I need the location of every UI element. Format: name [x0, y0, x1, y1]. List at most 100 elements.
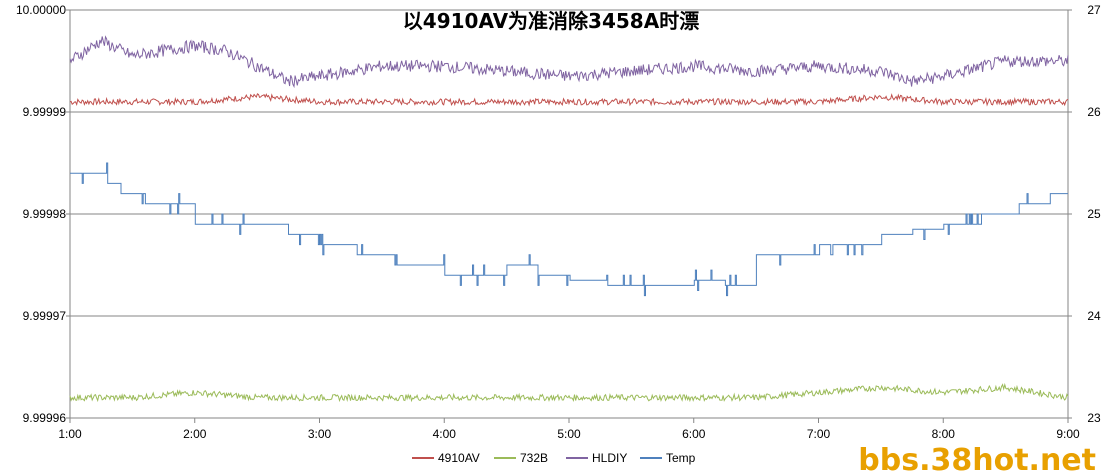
data-point: [257, 96, 258, 97]
y-left-tick-label: 9.99998: [23, 207, 67, 221]
data-point: [257, 397, 258, 398]
x-tick-label: 9:00: [1056, 427, 1080, 441]
data-point: [444, 397, 445, 398]
data-point: [880, 234, 881, 235]
data-point: [631, 397, 632, 398]
data-point: [943, 76, 944, 77]
data-point: [880, 387, 881, 388]
data-point: [756, 254, 757, 255]
data-point: [943, 392, 944, 393]
x-tick-label: 2:00: [183, 427, 207, 441]
data-point: [787, 254, 788, 255]
y-left-tick-label: 10.00000: [16, 3, 66, 17]
data-point: [880, 96, 881, 97]
series-hldiy: [69, 35, 1069, 89]
series-line: [69, 35, 1069, 89]
data-point: [1067, 183, 1068, 184]
data-point: [818, 66, 819, 67]
y-right-tick-label: 26: [1087, 105, 1101, 119]
data-point: [194, 224, 195, 225]
x-tick-label: 8:00: [932, 427, 956, 441]
data-point: [506, 264, 507, 265]
data-point: [818, 101, 819, 102]
data-point: [69, 101, 70, 102]
data-point: [225, 50, 226, 51]
data-point: [288, 234, 289, 235]
data-point: [319, 397, 320, 398]
series-732b: [69, 382, 1069, 403]
data-point: [724, 285, 725, 286]
data-point: [107, 183, 108, 184]
data-point: [568, 76, 569, 77]
data-point: [756, 101, 757, 102]
x-tick-label: 4:00: [433, 427, 457, 441]
data-point: [1067, 60, 1068, 61]
y-right-tick-label: 24: [1087, 309, 1101, 323]
data-point: [756, 397, 757, 398]
data-point: [144, 203, 145, 204]
data-point: [88, 173, 89, 174]
series-layer: [69, 35, 1069, 403]
data-point: [1018, 203, 1019, 204]
data-point: [943, 224, 944, 225]
data-point: [1067, 397, 1068, 398]
series-line: [69, 382, 1069, 403]
y-left-tick-label: 9.99999: [23, 105, 67, 119]
data-point: [506, 101, 507, 102]
legend-item: HLDIY: [566, 451, 627, 465]
data-point: [1005, 387, 1006, 388]
data-point: [912, 81, 913, 82]
data-point: [943, 101, 944, 102]
legend-label: 732B: [520, 451, 548, 465]
y-right-tick-label: 23: [1087, 411, 1101, 425]
data-point: [194, 101, 195, 102]
data-point: [537, 275, 538, 276]
y-right-tick-label: 27: [1087, 3, 1101, 17]
data-point: [818, 392, 819, 393]
data-point: [381, 397, 382, 398]
data-point: [631, 101, 632, 102]
data-point: [980, 213, 981, 214]
data-point: [257, 224, 258, 225]
data-point: [693, 101, 694, 102]
data-point: [132, 55, 133, 56]
data-point: [132, 101, 133, 102]
data-point: [444, 101, 445, 102]
x-tick-label: 3:00: [308, 427, 332, 441]
data-point: [693, 397, 694, 398]
y-left-tick-label: 9.99996: [23, 411, 67, 425]
data-point: [818, 244, 819, 245]
data-point: [1005, 101, 1006, 102]
data-point: [69, 60, 70, 61]
series-line: [70, 162, 1068, 297]
data-point: [257, 66, 258, 67]
data-point: [119, 193, 120, 194]
data-point: [194, 392, 195, 393]
x-tick-label: 1:00: [58, 427, 82, 441]
data-point: [606, 285, 607, 286]
data-point: [1005, 60, 1006, 61]
axes: 10.00000 27 9.99999 26 9.99998 25 9.99997 24 9.9…: [16, 3, 1101, 441]
data-point: [568, 101, 569, 102]
data-point: [506, 397, 507, 398]
data-point: [1067, 101, 1068, 102]
data-point: [319, 76, 320, 77]
data-point: [69, 397, 70, 398]
data-point: [101, 40, 102, 41]
chart-title: 以4910AV为准消除3458A时漂: [403, 9, 699, 33]
data-point: [69, 173, 70, 174]
data-point: [132, 397, 133, 398]
legend-item: 4910AV: [412, 451, 480, 465]
data-point: [693, 280, 694, 281]
legend-label: 4910AV: [438, 451, 480, 465]
legend: 4910AV 732B HLDIY Temp: [412, 451, 696, 465]
data-point: [1049, 193, 1050, 194]
series-4910av: [69, 93, 1069, 107]
data-point: [880, 71, 881, 72]
watermark: bbs.38hot.net: [858, 443, 1096, 476]
legend-item: Temp: [640, 451, 696, 465]
y-left-tick-label: 9.99997: [23, 309, 67, 323]
data-point: [444, 66, 445, 67]
